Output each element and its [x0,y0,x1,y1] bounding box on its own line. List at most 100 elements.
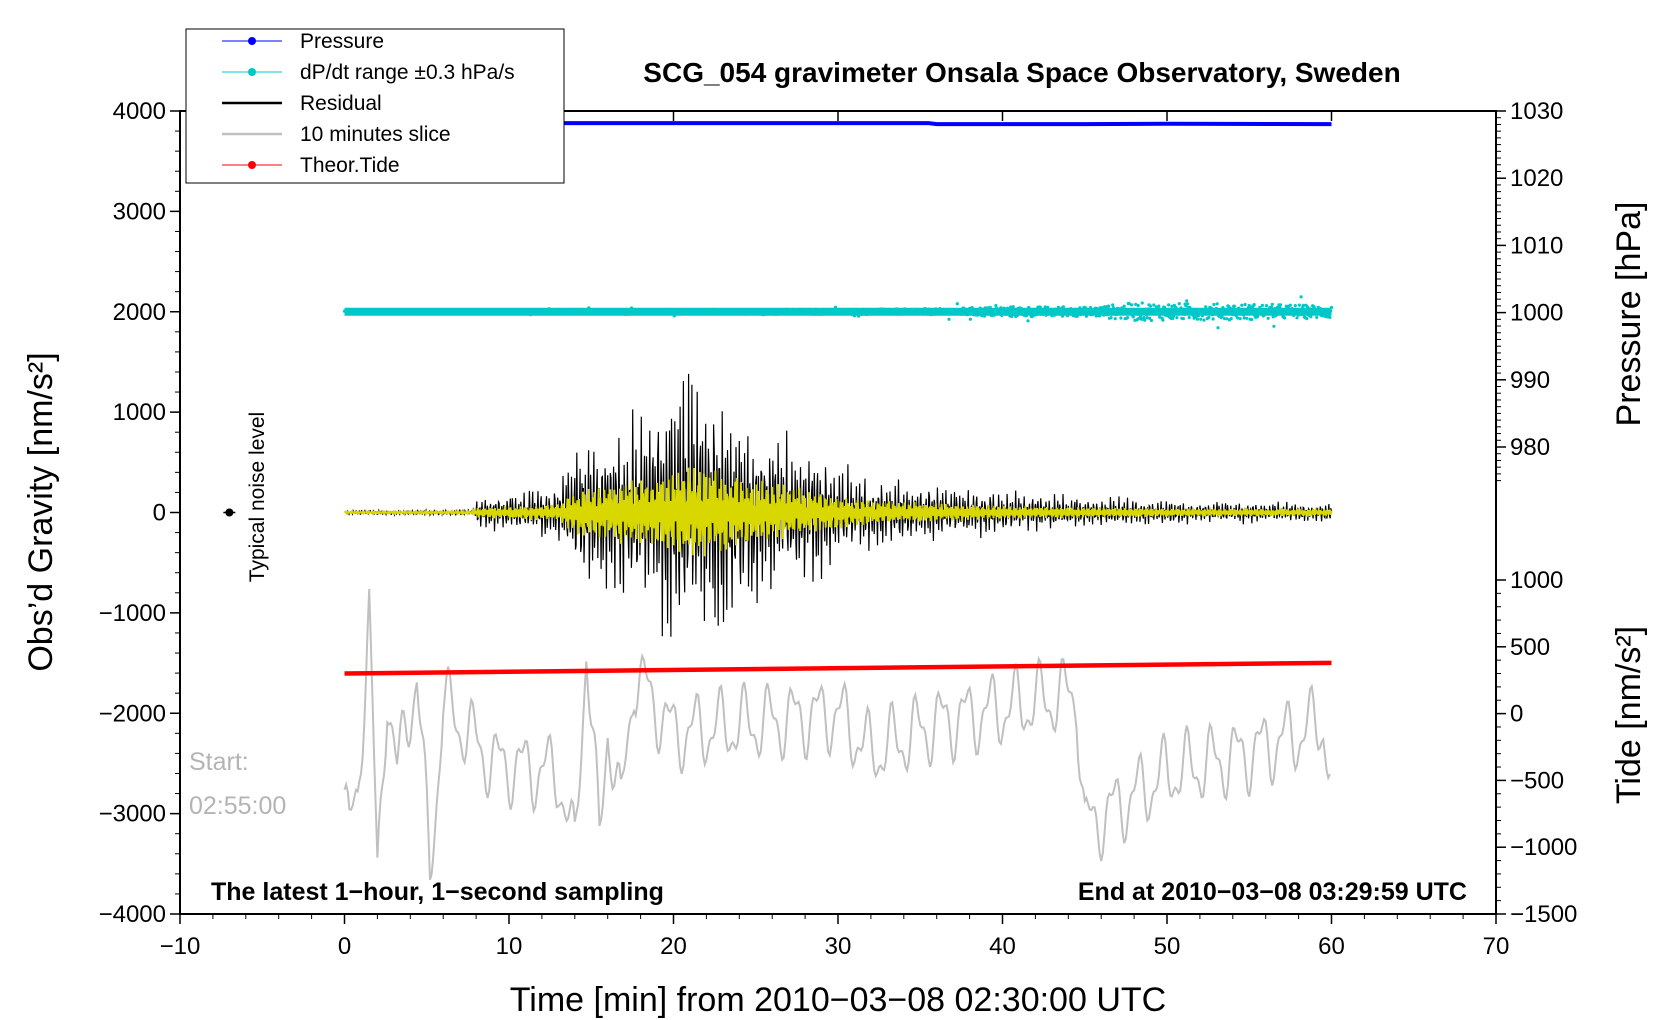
dpdt-point [945,311,949,315]
dpdt-point [1222,307,1226,311]
dpdt-point [1107,304,1111,308]
legend-swatch-dot [248,37,256,45]
dpdt-point [1199,308,1204,312]
dpdt-point [815,309,819,314]
dpdt-point [1270,302,1274,306]
dpdt-point [1274,313,1278,317]
dpdt-point [755,311,760,315]
legend-label: Theor.Tide [300,154,400,177]
dpdt-point [723,308,727,312]
dpdt-point [1114,313,1118,317]
dpdt-point [1259,308,1263,312]
dpdt-point [630,306,634,310]
dpdt-point [955,302,959,306]
dpdt-point [1095,306,1099,310]
dpdt-point [1204,305,1208,309]
dpdt-point [608,311,612,315]
dpdt-point [1112,309,1116,314]
dpdt-point [1245,316,1249,320]
dpdt-point [1266,316,1270,320]
dpdt-point [1241,310,1245,314]
dpdt-point [946,308,950,312]
dpdt-point [1020,307,1024,311]
dpdt-point [409,311,413,315]
dpdt-point [1006,307,1010,311]
dpdt-point [1182,312,1186,316]
x-tick-label: 60 [1318,933,1345,960]
pressure-axis-title: Pressure [hPa] [1610,202,1648,427]
dpdt-point [1236,316,1240,320]
dpdt-point [1128,308,1132,312]
dpdt-point [763,312,767,316]
pressure-tick-label: 990 [1510,367,1550,394]
dpdt-point [1196,314,1200,318]
dpdt-point [1204,308,1209,313]
dpdt-point [1129,311,1133,315]
dpdt-point [1122,304,1126,308]
dpdt-point [649,312,653,316]
dpdt-point [1106,313,1110,317]
dpdt-point [440,308,444,312]
dpdt-point [699,311,703,316]
dpdt-point [1158,315,1162,319]
dpdt-point [1117,307,1121,311]
dpdt-point [1151,308,1155,312]
dpdt-point [1088,306,1093,310]
dpdt-point [769,309,774,313]
dpdt-point [1009,305,1013,309]
dpdt-point [808,307,812,311]
dpdt-point [1260,303,1264,307]
dpdt-point [1024,314,1028,318]
legend: Pressure dP/dt range ±0.3 hPa/s Residual 10… [185,28,565,184]
dpdt-point [1225,317,1229,321]
dpdt-point [847,311,851,316]
dpdt-point [1310,311,1314,315]
dpdt-point [880,311,884,315]
dpdt-point [1015,313,1019,318]
dpdt-point [997,308,1001,312]
start-time-label: 02:55:00 [189,792,286,820]
dpdt-point [1217,314,1221,318]
dpdt-point [1132,308,1136,312]
dpdt-point [833,305,838,309]
dpdt-point [1150,311,1154,315]
dpdt-point [668,309,672,313]
pressure-tick-label: 1000 [1510,300,1563,327]
legend-box [185,28,565,184]
dpdt-point [566,308,570,312]
dpdt-point [1224,310,1228,314]
dpdt-point [1315,310,1320,314]
dpdt-point [1144,307,1148,311]
dpdt-point [1091,312,1095,316]
pressure-tick-label: 980 [1510,434,1550,461]
dpdt-point [1288,307,1292,311]
yellow-envelope-line [344,467,1333,557]
dpdt-point [853,312,857,316]
tide-tick-label: 500 [1510,634,1550,661]
x-tick-label: 50 [1154,933,1181,960]
legend-entries: Pressure dP/dt range ±0.3 hPa/s Residual 10… [222,30,515,177]
dpdt-point [1232,304,1236,308]
dpdt-point [1005,312,1009,316]
dpdt-point [1060,314,1065,318]
dpdt-point [1162,305,1167,309]
dpdt-point [389,312,393,316]
dpdt-point [994,304,998,308]
dpdt-point [893,312,897,316]
dpdt-point [1118,312,1122,316]
y-tick-label: 3000 [113,198,166,225]
dpdt-point [629,309,633,313]
dpdt-point [786,308,790,312]
dpdt-point [1273,307,1277,311]
dpdt-point [1202,318,1206,322]
dpdt-point [981,311,985,316]
dpdt-point [947,317,951,321]
dpdt-point [987,310,991,314]
dpdt-point [1242,316,1246,320]
dpdt-point [958,309,962,313]
dpdt-point [1130,303,1134,307]
dpdt-point [1199,317,1203,321]
dpdt-point [1121,310,1125,314]
legend-label: 10 minutes slice [300,123,451,146]
dpdt-point [873,312,877,316]
